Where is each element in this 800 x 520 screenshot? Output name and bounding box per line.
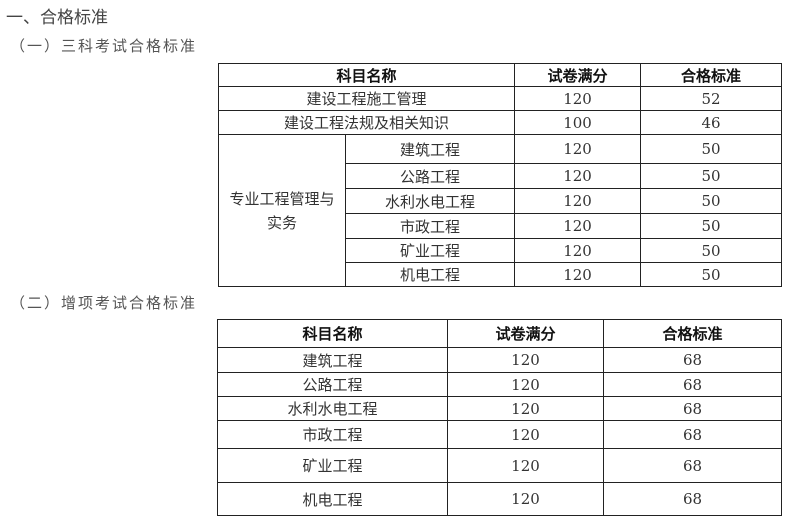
table-row: 建设工程法规及相关知识 100 46 [217,110,783,135]
pass-score: 50 [640,213,783,239]
three-subject-table: 科目名称 试卷满分 合格标准 建设工程施工管理 120 52 建设工程法规及相关… [217,63,783,287]
subject-name: 水利水电工程 [217,396,448,421]
additional-subject-table: 科目名称 试卷满分 合格标准 建筑工程 120 68 公路工程 120 68 水… [217,319,782,516]
pass-score: 68 [603,347,782,373]
pass-score: 68 [603,448,782,483]
pass-score: 50 [640,238,783,263]
subject-name: 矿业工程 [344,238,516,263]
table-row: 建设工程施工管理 120 52 [217,86,783,111]
pass-score: 68 [603,420,782,449]
subject-name: 机电工程 [217,482,448,516]
header-pass-score: 合格标准 [603,319,782,348]
table-header-row: 科目名称 试卷满分 合格标准 [217,63,783,87]
table-row: 水利水电工程 120 50 [219,188,783,214]
table-row: 机电工程 120 50 [219,262,783,287]
section2-title: （二）增项考试合格标准 [10,294,198,312]
full-score: 120 [447,372,604,397]
pass-score: 46 [640,110,783,135]
table-row: 矿业工程 120 68 [217,448,782,483]
table-row: 公路工程 120 68 [217,372,782,397]
table-row: 建筑工程 120 68 [217,347,782,373]
header-pass-score: 合格标准 [640,63,783,87]
subject-name: 建设工程法规及相关知识 [217,110,516,135]
main-heading: 一、合格标准 [6,8,108,28]
subject-name: 公路工程 [344,163,516,189]
full-score: 120 [447,482,604,516]
header-subject: 科目名称 [217,63,516,87]
full-score: 120 [514,262,642,287]
pass-score: 50 [640,163,783,189]
table-row: 公路工程 120 50 [219,163,783,189]
pass-score: 68 [603,396,782,421]
table-row: 市政工程 120 50 [219,213,783,239]
header-full-score: 试卷满分 [514,63,642,87]
full-score: 120 [447,396,604,421]
full-score: 120 [447,347,604,373]
subject-name: 建设工程施工管理 [217,86,516,111]
table-row: 矿业工程 120 50 [219,238,783,263]
table-header-row: 科目名称 试卷满分 合格标准 [217,319,782,348]
full-score: 120 [514,163,642,189]
header-full-score: 试卷满分 [447,319,604,348]
subject-name: 建筑工程 [344,134,516,164]
full-score: 120 [514,134,642,164]
group-label: 专业工程管理与实务 [218,134,346,287]
subject-name: 矿业工程 [217,448,448,483]
full-score: 120 [514,86,642,111]
pass-score: 68 [603,372,782,397]
subject-name: 市政工程 [344,213,516,239]
pass-score: 68 [603,482,782,516]
pass-score: 50 [640,134,783,164]
subject-name: 机电工程 [344,262,516,287]
subject-name: 公路工程 [217,372,448,397]
subject-name: 市政工程 [217,420,448,449]
subject-name: 建筑工程 [217,347,448,373]
pass-score: 50 [640,188,783,214]
table-row: 专业工程管理与实务 建筑工程 120 50 [218,134,783,287]
full-score: 120 [514,213,642,239]
table-row: 市政工程 120 68 [217,420,782,449]
subject-name: 水利水电工程 [344,188,516,214]
section1-title: （一）三科考试合格标准 [10,37,198,55]
pass-score: 52 [640,86,783,111]
pass-score: 50 [640,262,783,287]
full-score: 120 [447,448,604,483]
full-score: 100 [514,110,642,135]
full-score: 120 [514,238,642,263]
table-row: 机电工程 120 68 [217,482,782,516]
header-subject: 科目名称 [217,319,448,348]
full-score: 120 [447,420,604,449]
full-score: 120 [514,188,642,214]
table-row: 水利水电工程 120 68 [217,396,782,421]
